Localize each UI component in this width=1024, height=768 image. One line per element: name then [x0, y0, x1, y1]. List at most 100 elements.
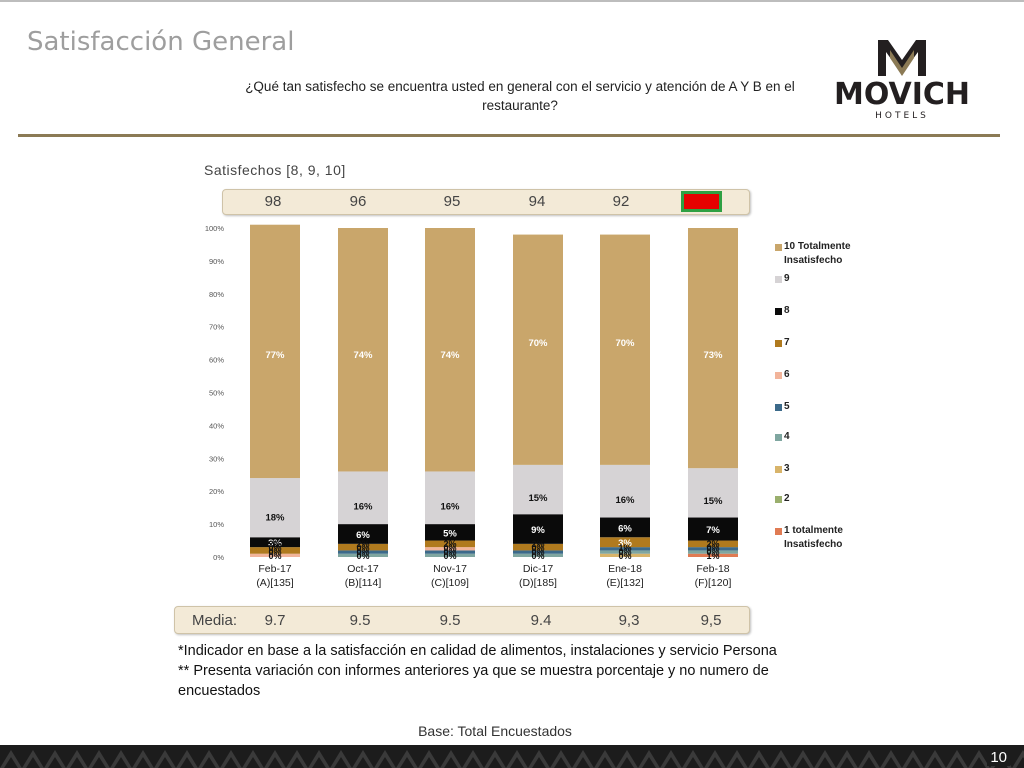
y-tick-label: 40% [209, 421, 224, 430]
x-tick-label: Dic-17 [523, 563, 554, 575]
bar-segment [425, 471, 475, 525]
y-tick-label: 80% [209, 290, 224, 299]
x-tick-label: (E)[132] [606, 577, 643, 589]
bar-segment [250, 224, 300, 479]
bar-segment [688, 228, 738, 469]
footnotes: *Indicador en base a la satisfacción en … [178, 641, 778, 701]
data-label: 0% [531, 551, 544, 561]
bar-segment [688, 547, 738, 551]
data-label: 0% [356, 551, 369, 561]
footnote: *Indicador en base a la satisfacción en … [178, 643, 777, 659]
data-label: 73% [703, 350, 723, 361]
bar-segment [425, 547, 475, 551]
bar-segment [338, 471, 388, 525]
satisfied-value: 95 [443, 193, 461, 210]
satisfied-title: Satisfechos [8, 9, 10] [204, 162, 346, 178]
footer-band [0, 745, 1024, 768]
bar-segment [425, 228, 475, 472]
data-label: 74% [353, 350, 373, 361]
legend-swatch [775, 466, 782, 473]
legend-label: 6 [784, 369, 790, 380]
y-tick-label: 50% [209, 389, 224, 398]
bar-segment [338, 543, 388, 551]
data-label: 0% [706, 543, 719, 553]
x-tick-label: Feb-17 [258, 563, 291, 575]
x-tick-label: (A)[135] [256, 577, 293, 589]
data-label: 0% [531, 543, 544, 553]
bar-segment [513, 553, 563, 557]
data-label: 7% [706, 525, 720, 536]
y-tick-label: 100% [205, 224, 225, 233]
data-label: 0% [618, 547, 631, 557]
satisfied-value: 92 [612, 193, 630, 210]
satisfied-box [222, 189, 750, 215]
data-label: 16% [353, 502, 373, 513]
bar-segment [600, 464, 650, 518]
data-label: 5% [443, 528, 457, 539]
legend-swatch [775, 404, 782, 411]
legend-swatch [775, 434, 782, 441]
legend-swatch [775, 372, 782, 379]
bar-segment [513, 464, 563, 515]
bar-segment [338, 553, 388, 557]
bar-segment [513, 550, 563, 554]
data-label: 0% [618, 551, 631, 561]
data-label: 6% [618, 523, 632, 534]
legend-swatch [775, 276, 782, 283]
bar-segment [338, 550, 388, 554]
x-tick-label: Ene-18 [608, 563, 642, 575]
data-label: 0% [443, 547, 456, 557]
x-tick-label: (B)[114] [345, 577, 382, 589]
media-value: 9.5 [439, 612, 461, 629]
data-label: 0% [268, 551, 281, 561]
legend-label: 3 [784, 463, 790, 474]
bar-segment [338, 228, 388, 472]
legend-swatch [775, 244, 782, 251]
bar-segment [688, 540, 738, 548]
media-label: Media: [192, 612, 238, 629]
bar-segment [600, 517, 650, 538]
y-tick-label: 0% [213, 553, 224, 562]
bar-segment [688, 517, 738, 541]
top-rule [0, 0, 1024, 2]
y-tick-label: 30% [209, 454, 224, 463]
data-label: 9% [531, 525, 545, 536]
data-label: 70% [528, 338, 548, 349]
y-tick-label: 90% [209, 257, 224, 266]
media-box [174, 606, 750, 634]
page-number: 10 [987, 749, 1010, 766]
data-label: 16% [615, 495, 635, 506]
data-label: 3% [268, 538, 282, 549]
data-label: 2% [356, 539, 369, 549]
bar-segment [688, 468, 738, 518]
bar-segment [425, 553, 475, 557]
movich-monogram-icon [878, 40, 926, 76]
data-label: 15% [703, 496, 723, 507]
legend-label: 2 [784, 493, 790, 504]
data-label: 2% [268, 539, 281, 549]
legend-label: 7 [784, 337, 790, 348]
legend-label: 10 Totalmente Insatisfecho [784, 241, 851, 266]
data-label: 2% [706, 539, 719, 549]
legend-swatch [775, 528, 782, 535]
logo-brand: MOVICH [834, 77, 970, 112]
media-value: 9,5 [700, 612, 722, 629]
satisfied-value: 96 [349, 193, 367, 210]
data-label: 18% [265, 513, 285, 524]
header-rule [18, 134, 1000, 137]
legend-swatch [775, 496, 782, 503]
data-label: 3% [618, 538, 632, 549]
data-label: 2% [443, 539, 456, 549]
bar-segment [688, 550, 738, 554]
media-value: 9.4 [530, 612, 552, 629]
satisfied-value-flag-fill [684, 194, 719, 209]
data-label: 15% [528, 493, 548, 504]
data-label: 0% [356, 547, 369, 557]
satisfied-value-flag [681, 191, 722, 212]
data-label: 77% [265, 350, 285, 361]
data-label: 1% [618, 543, 631, 553]
bar-segment [513, 234, 563, 465]
media-value: 9,3 [618, 612, 640, 629]
bar-segment [250, 547, 300, 554]
